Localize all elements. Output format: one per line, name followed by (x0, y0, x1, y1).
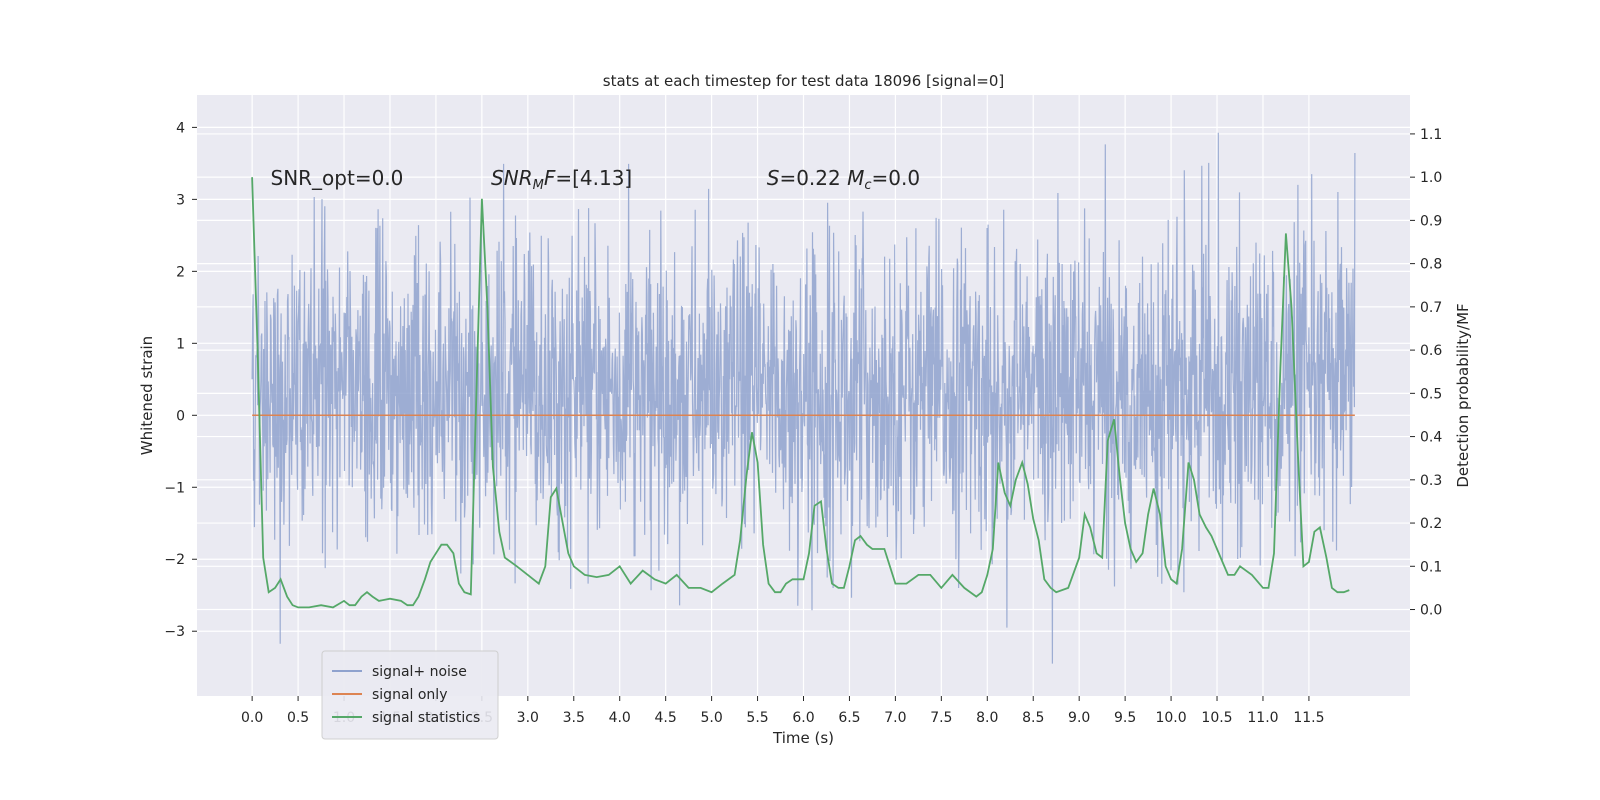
y-left-axis-label: Whitened strain (138, 336, 156, 455)
y-right-tick-label: 0.0 (1420, 603, 1442, 619)
annotation-s-mc: S=0.22 Mc=0.0 (767, 166, 920, 193)
y-right-axis-ticks: 0.0 0.1 0.2 0.3 0.4 0.5 0.6 0.7 0.8 0.9 1.0 1.1 (1410, 127, 1442, 619)
y-left-tick-label: 0 (176, 408, 185, 424)
legend: signal+ noise signal only signal statistic… (321, 650, 499, 740)
x-tick-label: 3.0 (517, 710, 539, 726)
x-tick-label: 11.0 (1247, 710, 1278, 726)
x-tick-label: 9.5 (1114, 710, 1136, 726)
annotations: SNR_opt=0.0 SNRMF=[4.13] S=0.22 Mc=0.0 (271, 166, 921, 193)
x-tick-label: 5.5 (746, 710, 768, 726)
x-tick-label: 10.5 (1201, 710, 1232, 726)
legend-label: signal statistics (372, 710, 480, 726)
x-tick-label: 0.5 (287, 710, 309, 726)
x-tick-label: 9.0 (1068, 710, 1090, 726)
x-tick-label: 8.0 (976, 710, 998, 726)
y-left-tick-label: −2 (164, 552, 185, 568)
series-line-signal-statistics (251, 177, 1350, 609)
y-right-tick-label: 0.5 (1420, 386, 1442, 402)
x-tick-label: 10.0 (1155, 710, 1186, 726)
x-tick-label: 6.5 (838, 710, 860, 726)
y-left-tick-label: 1 (176, 336, 185, 352)
x-axis-label: Time (s) (772, 729, 834, 747)
y-left-tick-label: 3 (176, 192, 185, 208)
x-tick-label: 4.0 (609, 710, 631, 726)
x-tick-label: 5.0 (700, 710, 722, 726)
annotation-snr-opt: SNR_opt=0.0 (271, 166, 404, 190)
x-tick-label: 4.5 (655, 710, 677, 726)
legend-label: signal only (372, 687, 447, 703)
y-right-tick-label: 0.7 (1420, 300, 1442, 316)
annotation-snr-mf: SNRMF=[4.13] (491, 166, 632, 193)
y-right-tick-label: 0.2 (1420, 516, 1442, 532)
y-left-tick-label: −3 (164, 624, 185, 640)
x-tick-label: 7.0 (884, 710, 906, 726)
x-tick-label: 0.0 (241, 710, 263, 726)
y-right-tick-label: 0.9 (1420, 213, 1442, 229)
x-tick-label: 8.5 (1022, 710, 1044, 726)
y-right-tick-label: 0.3 (1420, 473, 1442, 489)
x-tick-label: 3.5 (563, 710, 585, 726)
legend-box (321, 650, 499, 740)
y-right-tick-label: 0.6 (1420, 343, 1442, 359)
series-line-signal-noise (251, 132, 1356, 664)
y-right-tick-label: 1.0 (1420, 170, 1442, 186)
x-tick-label: 11.5 (1293, 710, 1324, 726)
chart-title: stats at each timestep for test data 180… (603, 72, 1004, 90)
y-left-tick-label: 2 (176, 264, 185, 280)
y-right-axis-label: Detection probability/MF (1454, 303, 1472, 487)
x-tick-label: 6.0 (792, 710, 814, 726)
y-left-axis-ticks: −3 −2 −1 0 1 2 3 4 (164, 120, 197, 640)
y-left-tick-label: −1 (164, 480, 185, 496)
y-right-tick-label: 0.8 (1420, 257, 1442, 273)
y-right-tick-label: 0.1 (1420, 559, 1442, 575)
legend-label: signal+ noise (372, 664, 467, 680)
x-tick-label: 7.5 (930, 710, 952, 726)
y-left-tick-label: 4 (176, 120, 185, 136)
y-right-tick-label: 1.1 (1420, 127, 1442, 143)
y-right-tick-label: 0.4 (1420, 430, 1442, 446)
